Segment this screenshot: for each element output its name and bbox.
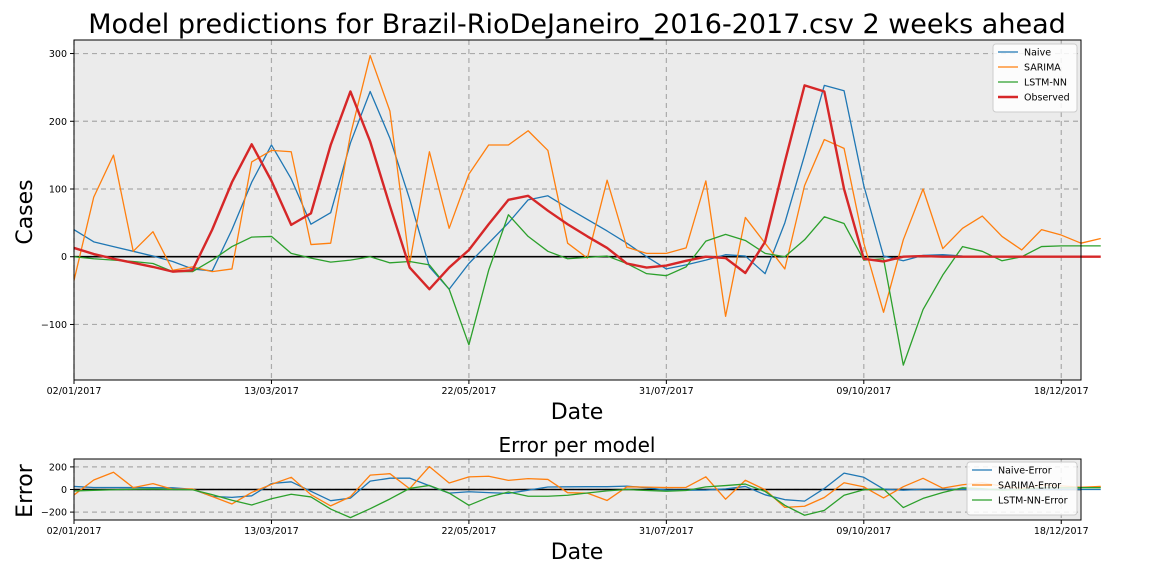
legend-label: Naive-Error	[998, 466, 1052, 477]
legend-box	[992, 43, 1078, 113]
legend-label: Observed	[1024, 93, 1070, 104]
y-tick-label: 0	[61, 252, 67, 263]
error-y-ticks: −200 0 200	[41, 462, 74, 519]
main-y-ticks: −100 0 100 200 300	[41, 49, 74, 331]
x-tick-label: 13/03/2017	[244, 386, 299, 397]
y-tick-label: 300	[49, 49, 67, 60]
main-series-group	[73, 54, 1101, 366]
y-tick-label: 0	[61, 485, 67, 496]
error-x-ticks: 02/01/2017 13/03/2017 22/05/2017 31/07/2017…	[47, 520, 1089, 537]
series-line-lstm-nn	[73, 214, 1101, 366]
main-x-ticks: 02/01/2017 13/03/2017 22/05/2017 31/07/2017…	[47, 380, 1089, 397]
x-tick-label: 31/07/2017	[639, 386, 694, 397]
x-tick-label: 31/07/2017	[639, 526, 694, 537]
main-y-axis-label: Cases	[13, 179, 38, 244]
legend-box	[966, 461, 1078, 516]
x-tick-label: 22/05/2017	[442, 386, 497, 397]
y-tick-label: 200	[49, 117, 67, 128]
error-plot-frame	[73, 458, 1082, 521]
y-tick-label: 100	[49, 185, 67, 196]
legend-label: LSTM-NN	[1024, 78, 1067, 89]
series-line-lstm-nn-error	[73, 483, 1101, 519]
error-x-axis-label: Date	[551, 540, 604, 565]
main-plot-frame	[73, 39, 1082, 381]
y-tick-label: 200	[49, 462, 67, 473]
legend-label: LSTM-NN-Error	[998, 496, 1068, 507]
error-chart-title: Error per model	[499, 433, 656, 457]
legend-label: SARIMA-Error	[998, 481, 1061, 492]
x-tick-label: 13/03/2017	[244, 526, 299, 537]
error-y-axis-label: Error	[13, 463, 38, 518]
x-tick-label: 18/12/2017	[1034, 526, 1089, 537]
x-tick-label: 09/10/2017	[836, 386, 891, 397]
series-line-observed	[73, 84, 1101, 291]
legend-label: Naive	[1024, 48, 1051, 59]
x-tick-label: 09/10/2017	[836, 526, 891, 537]
x-tick-label: 02/01/2017	[47, 386, 102, 397]
x-tick-label: 18/12/2017	[1034, 386, 1089, 397]
y-tick-label: −100	[41, 320, 67, 331]
legend-label: SARIMA	[1024, 63, 1061, 74]
series-line-sarima	[73, 54, 1101, 317]
series-line-naive	[73, 84, 1081, 290]
main-legend: Naive SARIMA LSTM-NN Observed	[992, 43, 1078, 113]
y-tick-label: −200	[41, 508, 67, 519]
x-tick-label: 22/05/2017	[442, 526, 497, 537]
error-legend: Naive-Error SARIMA-Error LSTM-NN-Error	[966, 461, 1078, 516]
x-tick-label: 02/01/2017	[47, 526, 102, 537]
error-series-group	[73, 465, 1101, 519]
main-plot-area	[74, 40, 1081, 380]
main-chart-title: Model predictions for Brazil-RioDeJaneir…	[88, 9, 1066, 40]
main-x-axis-label: Date	[551, 400, 604, 425]
